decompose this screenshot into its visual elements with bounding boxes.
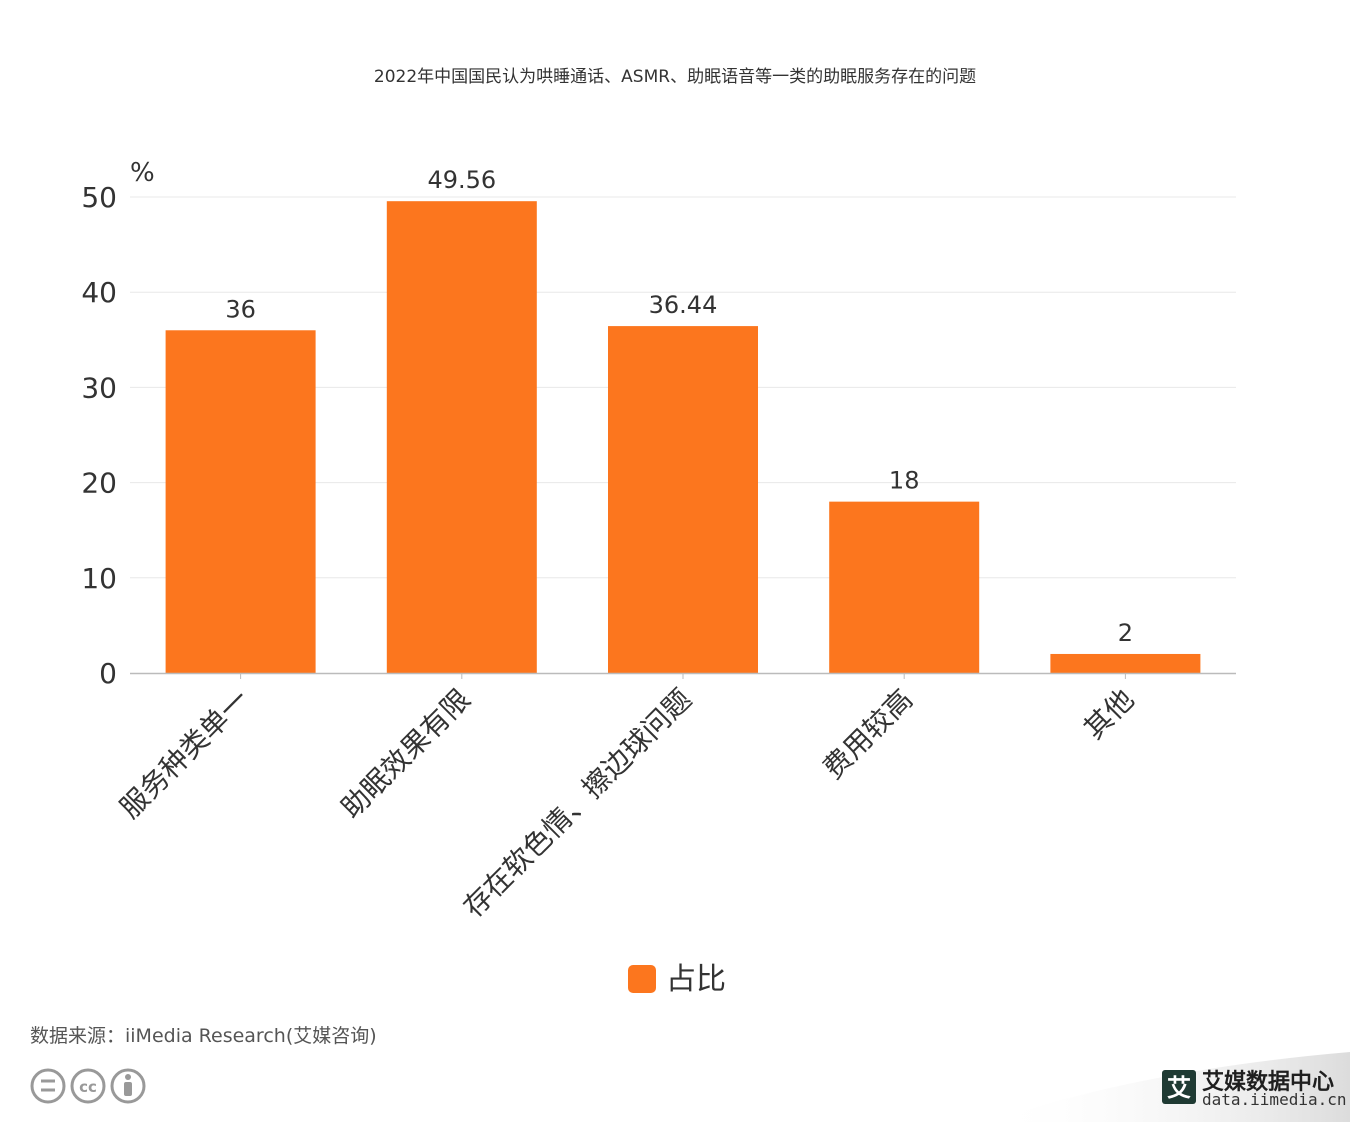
y-axis-unit: %: [130, 158, 155, 188]
brand-logo-icon: [1162, 1070, 1196, 1104]
data-label: 36: [225, 295, 256, 323]
data-label: 18: [889, 467, 920, 495]
y-tick-label: 0: [99, 657, 117, 690]
category-label: 存在软色情、擦边球问题: [457, 683, 698, 924]
x-axis-ticks: [240, 673, 1126, 679]
category-label: 助眠效果有限: [335, 683, 477, 825]
category-label: 费用较高: [817, 683, 920, 786]
y-axis-ticks: 0 10 20 30 40 50: [81, 181, 117, 690]
equals-circle-icon: [30, 1068, 66, 1104]
y-tick-label: 50: [81, 181, 117, 214]
data-label: 49.56: [427, 166, 496, 194]
bar: [1050, 653, 1201, 673]
source-note: 数据来源：iiMedia Research(艾媒咨询): [30, 1025, 377, 1047]
bar: [829, 501, 980, 673]
bar: [165, 330, 316, 673]
legend-label: 占比: [666, 962, 726, 997]
brand-block: 艾 艾媒数据中心 data.iimedia.cn: [990, 1052, 1350, 1122]
legend-swatch: [628, 965, 656, 993]
license-icons: cc: [30, 1068, 146, 1104]
bars: [165, 201, 1201, 674]
legend: 占比: [628, 962, 726, 997]
bar: [386, 201, 537, 674]
category-label: 其他: [1077, 683, 1140, 746]
data-label: 36.44: [649, 291, 718, 319]
person-circle-icon: [110, 1068, 146, 1104]
bar: [608, 326, 758, 673]
category-label: 服务种类单一: [113, 683, 255, 825]
brand-name: 艾媒数据中心: [1202, 1069, 1334, 1095]
data-label: 2: [1118, 619, 1133, 647]
y-tick-label: 40: [81, 276, 117, 309]
cc-circle-icon: cc: [70, 1068, 106, 1104]
brand-logo-char: 艾: [1167, 1074, 1191, 1102]
chart-title: 2022年中国国民认为哄睡通话、ASMR、助眠语音等一类的助眠服务存在的问题: [374, 67, 976, 87]
brand-url: data.iimedia.cn: [1202, 1090, 1347, 1109]
y-tick-label: 10: [81, 562, 117, 595]
data-labels: 36 49.56 36.44 18 2: [225, 166, 1133, 647]
y-tick-label: 20: [81, 467, 117, 500]
svg-text:cc: cc: [79, 1078, 97, 1096]
y-tick-label: 30: [81, 371, 117, 404]
